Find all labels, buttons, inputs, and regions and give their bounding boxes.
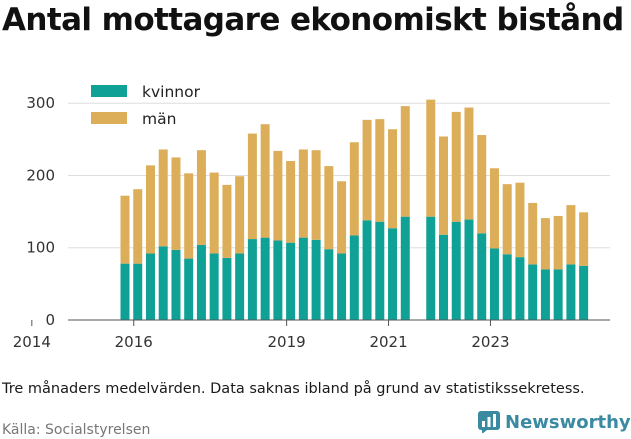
- bar-kvinnor: [247, 239, 257, 320]
- bar-kvinnor: [464, 219, 474, 320]
- legend-swatch: [91, 85, 127, 97]
- bar-man: [349, 142, 359, 236]
- bar-man: [553, 215, 563, 270]
- bar-man: [133, 189, 143, 264]
- bar-kvinnor: [540, 269, 550, 320]
- brand-name: Newsworthy: [505, 411, 631, 433]
- bar-kvinnor: [579, 265, 589, 320]
- bar-kvinnor: [515, 257, 525, 320]
- bar-man: [515, 182, 525, 258]
- y-tick-label: 0: [45, 311, 55, 329]
- bar-kvinnor: [120, 263, 130, 320]
- bar-kvinnor: [477, 233, 487, 320]
- bars: [120, 99, 589, 320]
- legend-swatch: [91, 112, 127, 124]
- bar-kvinnor: [324, 249, 334, 320]
- legend-label: män: [142, 110, 176, 128]
- newsworthy-logo[interactable]: Newsworthy: [478, 411, 631, 433]
- y-tick-label: 300: [26, 94, 55, 112]
- bar-man: [311, 150, 321, 240]
- bar-man: [566, 205, 576, 265]
- legend-label: kvinnor: [142, 83, 201, 101]
- bar-man: [400, 106, 410, 217]
- bar-man: [171, 157, 181, 250]
- bar-kvinnor: [400, 216, 410, 320]
- bar-kvinnor: [222, 257, 232, 320]
- bar-kvinnor: [298, 237, 308, 320]
- bar-kvinnor: [553, 269, 563, 320]
- bar-kvinnor: [375, 221, 385, 320]
- bar-kvinnor: [502, 254, 512, 320]
- bar-man: [273, 150, 283, 241]
- x-tick-label: 2021: [369, 333, 407, 351]
- bar-man: [298, 149, 308, 238]
- bar-kvinnor: [349, 235, 359, 320]
- bar-man: [196, 150, 206, 245]
- bar-man: [222, 184, 232, 258]
- bar-man: [209, 172, 219, 254]
- bar-man: [489, 168, 499, 249]
- bar-man: [388, 129, 398, 229]
- bar-man: [464, 107, 474, 220]
- bar-man: [540, 218, 550, 270]
- bar-kvinnor: [286, 242, 296, 320]
- bar-kvinnor: [566, 264, 576, 320]
- bar-kvinnor: [145, 253, 155, 320]
- newsworthy-icon: [478, 411, 500, 433]
- bar-man: [260, 124, 270, 238]
- bar-kvinnor: [235, 253, 245, 320]
- bar-man: [426, 99, 436, 217]
- bar-man: [235, 176, 245, 254]
- legend: kvinnor män: [91, 83, 201, 128]
- bar-kvinnor: [426, 216, 436, 320]
- bar-man: [362, 119, 372, 221]
- bar-man: [375, 119, 385, 222]
- bar-kvinnor: [273, 240, 283, 320]
- bar-kvinnor: [209, 253, 219, 320]
- bar-man: [158, 149, 168, 247]
- chart-title: Antal mottagare ekonomiskt bistånd: [2, 2, 624, 38]
- bar-kvinnor: [528, 264, 538, 320]
- stacked-bar-chart: 0 100 200 300 2014 2016 2019 2021 2023 kvinnor mä…: [13, 83, 610, 351]
- bar-kvinnor: [133, 263, 143, 320]
- bar-man: [477, 135, 487, 234]
- bar-kvinnor: [311, 239, 321, 320]
- bar-man: [528, 202, 538, 265]
- bar-man: [579, 212, 589, 266]
- bar-man: [337, 181, 347, 254]
- bar-kvinnor: [337, 253, 347, 320]
- bar-man: [451, 111, 461, 222]
- bar-kvinnor: [362, 220, 372, 320]
- bar-kvinnor: [439, 234, 448, 320]
- bar-man: [184, 173, 194, 259]
- x-tick-label: 2019: [268, 333, 306, 351]
- bar-man: [286, 161, 296, 243]
- bar-kvinnor: [451, 221, 461, 320]
- bar-kvinnor: [184, 258, 194, 320]
- bar-kvinnor: [158, 246, 168, 320]
- x-tick-label: 2016: [115, 333, 153, 351]
- bar-man: [439, 136, 448, 235]
- bar-kvinnor: [388, 228, 398, 320]
- bar-man: [502, 184, 512, 255]
- axes: 0 100 200 300 2014 2016 2019 2021 2023: [13, 94, 610, 351]
- chart-note: Tre månaders medelvärden. Data saknas ib…: [2, 381, 585, 397]
- y-tick-label: 100: [26, 239, 55, 257]
- x-tick-label: 2023: [471, 333, 509, 351]
- bar-man: [145, 165, 155, 254]
- source-text: Källa: Socialstyrelsen: [2, 422, 151, 438]
- bar-man: [324, 166, 334, 250]
- bar-man: [247, 133, 257, 240]
- bar-man: [120, 195, 130, 264]
- x-tick-label: 2014: [13, 333, 51, 351]
- bar-kvinnor: [260, 237, 270, 320]
- y-tick-label: 200: [26, 166, 55, 184]
- bar-kvinnor: [171, 249, 181, 320]
- bar-kvinnor: [489, 248, 499, 320]
- bar-kvinnor: [196, 244, 206, 320]
